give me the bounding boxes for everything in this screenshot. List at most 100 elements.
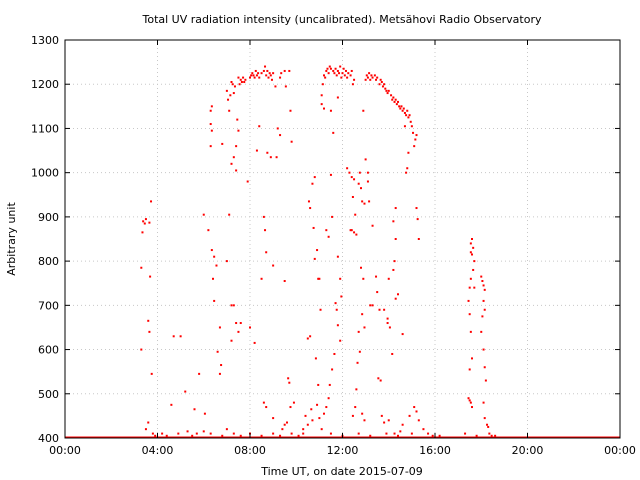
data-point (221, 434, 224, 437)
data-point (397, 100, 399, 103)
data-point (369, 78, 372, 81)
data-point (209, 109, 212, 112)
data-point (220, 364, 223, 367)
data-point (366, 180, 369, 183)
data-point (360, 187, 362, 190)
data-point (304, 414, 307, 417)
data-point (289, 109, 292, 112)
data-point (332, 69, 335, 72)
data-point (364, 158, 367, 161)
y-tick-label: 400 (38, 432, 59, 445)
x-axis-label: Time UT, on date 2015-07-09 (260, 465, 423, 478)
data-point (370, 74, 373, 77)
data-point (275, 156, 278, 159)
data-point (339, 277, 342, 280)
data-point (230, 304, 233, 307)
data-point (317, 383, 320, 386)
data-point (383, 83, 386, 86)
data-point (467, 299, 470, 302)
data-point (468, 313, 471, 316)
data-point (472, 268, 475, 271)
data-point (279, 434, 282, 437)
data-point (260, 434, 263, 437)
data-point (272, 432, 275, 435)
data-point (313, 176, 316, 179)
data-point (316, 403, 319, 406)
data-point (140, 266, 143, 269)
data-point (148, 221, 151, 224)
data-point (212, 277, 214, 280)
data-point (246, 180, 249, 183)
data-point (333, 72, 336, 75)
data-point (405, 171, 408, 174)
data-point (409, 120, 412, 123)
data-point (362, 109, 365, 112)
data-point (325, 406, 328, 409)
data-point (264, 229, 267, 232)
data-point (207, 229, 210, 232)
x-tick-label: 00:00 (49, 444, 81, 457)
chart-title: Total UV radiation intensity (uncalibrat… (142, 13, 542, 26)
data-point (235, 145, 238, 148)
data-point (252, 74, 255, 77)
data-point (283, 423, 286, 426)
data-point (361, 200, 364, 203)
data-point (270, 78, 273, 81)
y-tick-label: 600 (38, 344, 59, 357)
data-point (488, 432, 491, 435)
data-point (390, 94, 393, 97)
x-tick-label: 16:00 (419, 444, 451, 457)
data-point (225, 428, 228, 431)
data-point (380, 81, 383, 84)
data-point (233, 85, 236, 88)
data-point (378, 83, 381, 86)
data-point (394, 98, 397, 101)
data-point (255, 149, 258, 152)
data-point (286, 421, 288, 424)
data-point (140, 348, 143, 351)
data-point (331, 215, 334, 218)
data-point (407, 151, 410, 154)
data-point (262, 401, 265, 404)
data-point (230, 81, 233, 84)
data-point (400, 105, 403, 108)
data-point (287, 377, 290, 380)
data-point (272, 417, 275, 420)
data-point (327, 235, 330, 238)
y-tick-label: 1100 (31, 122, 59, 135)
data-point (148, 330, 151, 333)
y-axis-label: Arbitrary unit (5, 202, 18, 276)
data-point (413, 406, 416, 409)
data-point (283, 280, 286, 283)
data-point (170, 403, 173, 406)
data-point (237, 129, 240, 132)
data-point (265, 251, 268, 254)
data-point (202, 430, 205, 433)
data-point (399, 107, 402, 110)
data-point (279, 134, 282, 137)
data-point (302, 428, 305, 431)
data-point (184, 390, 187, 393)
data-point (149, 275, 152, 278)
data-point (427, 432, 430, 435)
data-point (482, 284, 485, 287)
data-point (469, 401, 472, 404)
data-point (388, 326, 391, 329)
data-point (371, 224, 374, 227)
data-point (232, 92, 235, 95)
data-point (336, 69, 339, 72)
data-point (151, 432, 154, 435)
data-point (410, 432, 413, 435)
data-point (326, 67, 329, 70)
data-point (469, 251, 472, 254)
data-point (339, 339, 342, 342)
data-point (355, 233, 358, 236)
data-point (393, 432, 396, 435)
data-point (210, 249, 213, 252)
data-point (386, 92, 389, 95)
data-point (415, 134, 418, 137)
data-point (143, 222, 146, 225)
data-point (269, 156, 272, 159)
data-point (361, 313, 364, 316)
